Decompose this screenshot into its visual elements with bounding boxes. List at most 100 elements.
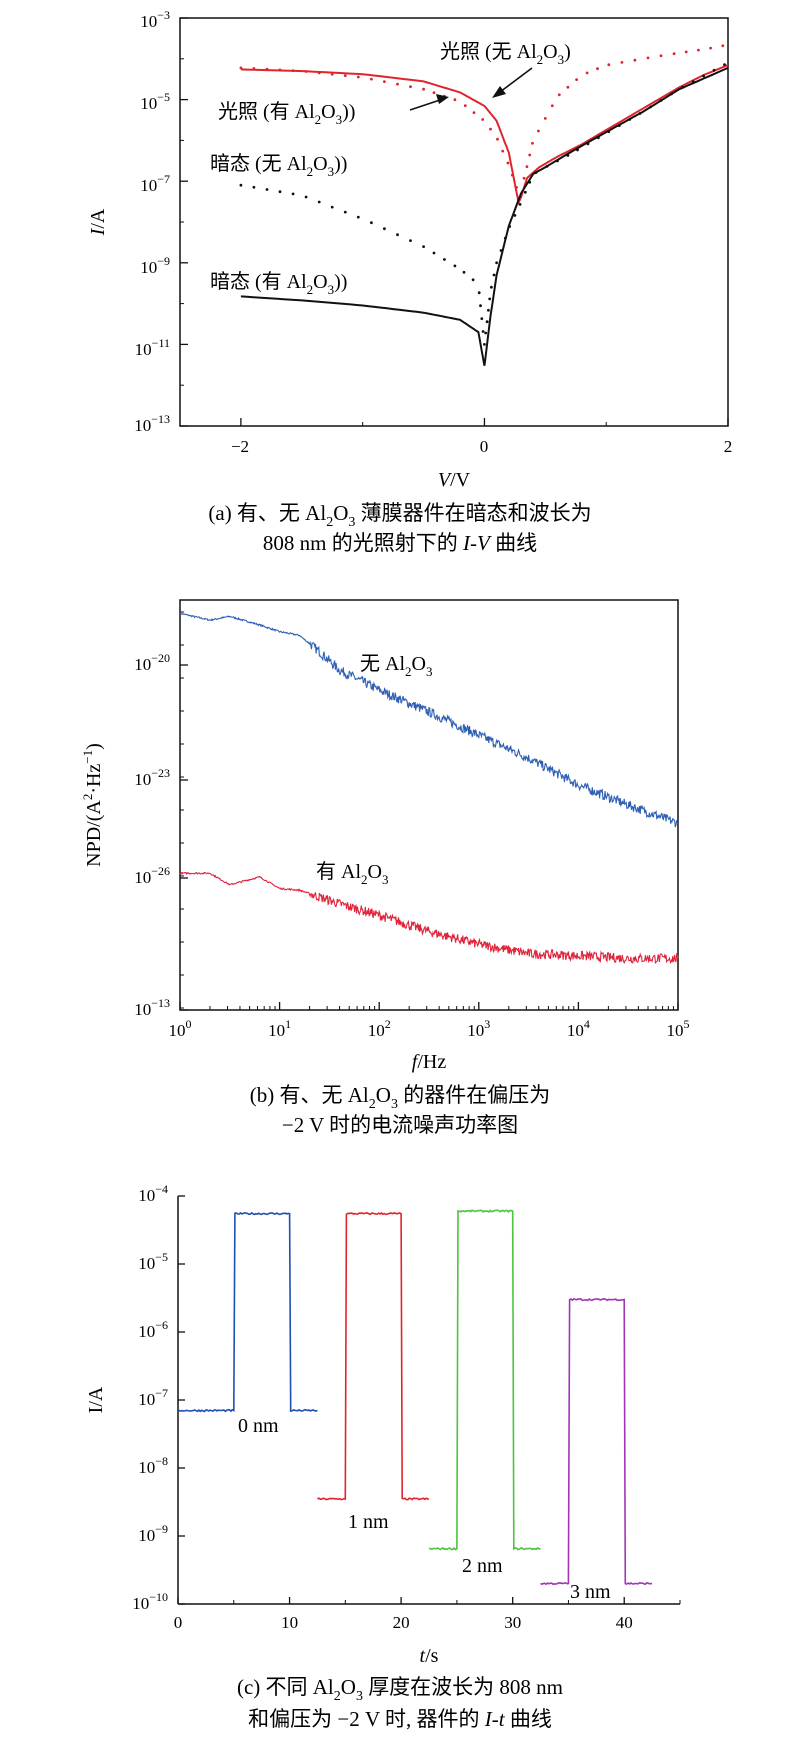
series-a-2-point-72	[477, 291, 481, 295]
series-a-2-point-87	[484, 331, 488, 335]
series-a-0-point-36	[396, 82, 399, 86]
series-a-0-point-188	[620, 61, 624, 64]
series-c-1-line	[317, 1211, 430, 1501]
xtick-b-1: 101	[268, 1017, 291, 1040]
series-a-0-point-183	[607, 63, 611, 67]
series-c	[177, 1209, 653, 1586]
series-a-0-point-160	[566, 85, 570, 89]
series-a-0-point-91	[501, 149, 505, 153]
annotation-no-al2o3: 无 Al2O3	[360, 653, 432, 679]
series-a-0-point-143	[537, 129, 540, 133]
series-a-2-point-100	[490, 285, 493, 289]
series-a-0-point-177	[596, 67, 599, 71]
series-a-2-point-106	[492, 273, 496, 277]
ytick-c-6: 10−4	[138, 1182, 168, 1205]
series-a-0-point-155	[557, 93, 561, 97]
annotation-arrow-2	[409, 94, 449, 111]
ytick-b-0: 10−13	[134, 996, 170, 1019]
series-a-2-point-24	[343, 210, 347, 214]
series-a-2-point-145	[523, 190, 527, 194]
xtick-b-3: 103	[467, 1017, 490, 1040]
series-a-0-point-27	[356, 75, 360, 79]
plot-frame-b	[179, 599, 679, 1011]
xtick-b-4: 104	[567, 1017, 590, 1040]
series-a	[239, 44, 729, 366]
series-label-0nm: 0 nm	[238, 1415, 279, 1437]
xtick-b-2: 102	[368, 1017, 391, 1040]
series-a-2-point-27	[356, 215, 360, 219]
series-a-0-point-46	[432, 91, 436, 95]
series-a-2-point-78	[480, 317, 484, 320]
ytick-a-0: 10−13	[134, 412, 170, 435]
ytick-b-2: 10−23	[134, 766, 170, 789]
series-a-0-point-214	[684, 50, 688, 54]
ytick-c-4: 10−6	[138, 1318, 168, 1341]
xlabel-b: f/Hz	[412, 1051, 447, 1073]
annotation-dark-no-al2o3: 暗态 (无 Al2O3))	[210, 152, 347, 179]
series-a-2-point-0	[239, 183, 243, 187]
series-a-0-point-235	[721, 44, 725, 48]
series-a-0-point-198	[646, 56, 650, 60]
series-a-2-point-234	[712, 68, 716, 72]
annotation-with-al2o3: 有 Al2O3	[316, 860, 388, 887]
caption-b-line1: (b) 有、无 Al2O3 的器件在偏压为	[250, 1083, 550, 1112]
ytick-a-4: 10−5	[140, 90, 170, 113]
xtick-c-3: 30	[504, 1613, 521, 1632]
series-a-2-point-50	[443, 258, 446, 261]
series-a-2-point-59	[462, 270, 466, 274]
ytick-c-3: 10−7	[138, 1386, 168, 1409]
series-a-2-point-36	[396, 233, 399, 237]
series-a-2-point-18	[317, 200, 321, 204]
ytick-b-3: 10−20	[134, 651, 170, 674]
ytick-b-1: 10−26	[134, 864, 170, 887]
annotation-arrow-1	[492, 67, 533, 98]
axis-ticks-a	[180, 17, 729, 427]
series-a-2-point-21	[330, 205, 334, 209]
ytick-a-3: 10−7	[140, 172, 170, 195]
series-a-2-point-46	[432, 251, 436, 255]
ytick-a-2: 10−9	[140, 254, 170, 277]
caption-c-line2: 和偏压为 −2 V 时, 器件的 I-t 曲线	[248, 1707, 552, 1731]
series-label-2nm: 2 nm	[462, 1555, 503, 1577]
ylabel-a: I/A	[87, 208, 109, 236]
xtick-a-0: −2	[231, 437, 249, 456]
series-a-2-point-133	[513, 214, 517, 217]
caption-b-line2: −2 V 时的电流噪声功率图	[282, 1113, 518, 1137]
xtick-c-4: 40	[616, 1613, 633, 1632]
caption-a-line1: (a) 有、无 Al2O3 薄膜器件在暗态和波长为	[208, 501, 591, 530]
series-a-2-point-96	[488, 297, 492, 301]
series-a-0-point-97	[506, 161, 510, 165]
series-a-0-point-228	[709, 46, 712, 50]
series-a-2-point-112	[495, 261, 498, 265]
series-a-0-point-165	[575, 78, 578, 81]
xtick-a-1: 0	[480, 437, 489, 456]
xtick-c-2: 20	[393, 1613, 410, 1632]
series-a-0-point-39	[409, 85, 412, 89]
series-c-2-line	[428, 1209, 541, 1551]
axis-ticks-b	[179, 611, 679, 1011]
annotation-dark-with-al2o3: 暗态 (有 Al2O3))	[210, 270, 347, 297]
xlabel-c: t/s	[420, 1645, 439, 1667]
ytick-c-5: 10−5	[138, 1250, 168, 1273]
panel-b: 10−13 10−26 10−23 10−20 100 101 102 103 …	[80, 599, 690, 1137]
series-a-2-point-75	[479, 304, 482, 308]
ylabel-c: I/A	[85, 1386, 107, 1413]
series-a-2-point-237	[723, 63, 726, 66]
series-a-3-line	[240, 66, 729, 366]
panel-a: 10−13 10−11 10−9 10−7 10−5 10−3 −2 0 2 V…	[87, 8, 732, 555]
ytick-c-0: 10−10	[132, 1590, 168, 1613]
ytick-c-1: 10−9	[138, 1522, 168, 1545]
series-a-2-point-93	[487, 308, 490, 312]
ytick-a-5: 10−3	[140, 8, 170, 31]
series-a-2-point-33	[383, 227, 386, 231]
series-a-0-point-85	[496, 137, 499, 141]
series-a-0-point-131	[525, 165, 529, 169]
series-a-2-point-15	[304, 195, 308, 199]
series-c-3-line	[540, 1297, 653, 1586]
annotation-light-with-al2o3: 光照 (有 Al2O3))	[218, 100, 355, 127]
series-label-3nm: 3 nm	[570, 1581, 611, 1603]
ytick-c-2: 10−8	[138, 1454, 168, 1477]
caption-a-line2: 808 nm 的光照射下的 I-V 曲线	[263, 531, 537, 555]
series-a-2-point-42	[422, 245, 425, 249]
